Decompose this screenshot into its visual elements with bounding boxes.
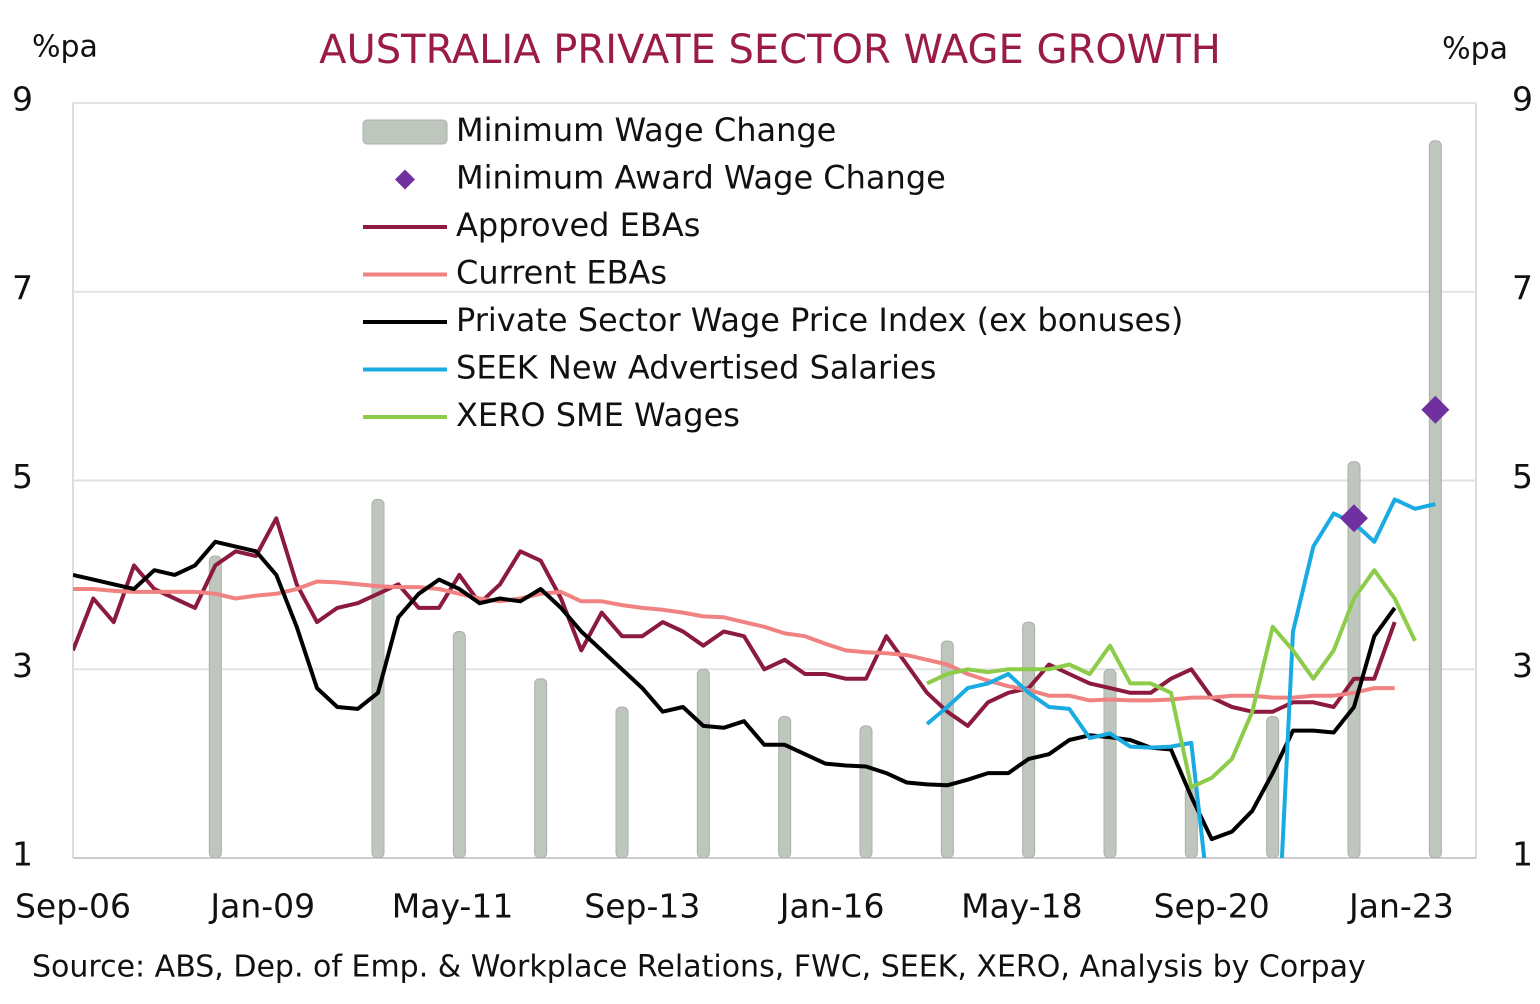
x-tick-label: May-18: [961, 887, 1083, 926]
bar: [1347, 461, 1361, 858]
y2-tick-label: 1: [1512, 835, 1533, 874]
diamond-marker: [1340, 504, 1368, 533]
bar: [1103, 668, 1117, 858]
x-tick-label: Jan-16: [778, 887, 885, 926]
legend-label: Minimum Award Wage Change: [456, 159, 946, 197]
x-tick-label: Sep-06: [15, 887, 131, 926]
bar: [615, 706, 629, 858]
y-tick-label: 1: [12, 835, 33, 874]
bar: [1266, 715, 1280, 858]
y2-axis-label: %pa: [1442, 32, 1508, 67]
legend-label: Minimum Wage Change: [456, 111, 836, 149]
bar: [208, 555, 222, 858]
x-tick-label: Jan-09: [208, 887, 315, 926]
legend-swatch: [362, 119, 448, 145]
bar: [940, 640, 954, 858]
legend-label: Current EBAs: [456, 254, 667, 292]
y-tick-label: 9: [12, 80, 33, 119]
y2-tick-label: 3: [1512, 646, 1533, 685]
y2-tick-label: 7: [1512, 268, 1533, 307]
y2-tick-label: 9: [1512, 80, 1533, 119]
line-series: [73, 579, 1395, 703]
bar: [696, 668, 710, 858]
bar: [371, 498, 385, 858]
x-tick-label: Sep-13: [584, 887, 700, 926]
x-tick-label: May-11: [392, 887, 514, 926]
bar: [859, 725, 873, 858]
x-tick-label: Sep-20: [1154, 887, 1270, 926]
y-tick-label: 5: [12, 457, 33, 496]
y-tick-label: 3: [12, 646, 33, 685]
y-axis-label: %pa: [32, 30, 98, 65]
y2-tick-label: 5: [1512, 457, 1533, 496]
legend-label: SEEK New Advertised Salaries: [456, 349, 936, 387]
bar: [1022, 621, 1036, 858]
bar: [534, 678, 548, 858]
bar: [452, 631, 466, 858]
x-tick-label: Jan-23: [1347, 887, 1454, 926]
diamond-marker: [1421, 395, 1450, 424]
plot-area: [73, 140, 1450, 858]
line-series: [73, 539, 1397, 842]
bar: [1428, 140, 1442, 858]
line-series: [73, 516, 1397, 728]
legend-label: Private Sector Wage Price Index (ex bonu…: [456, 301, 1183, 339]
chart-title: AUSTRALIA PRIVATE SECTOR WAGE GROWTH: [319, 27, 1221, 73]
source-note: Source: ABS, Dep. of Emp. & Workplace Re…: [32, 950, 1366, 985]
line-series: [926, 568, 1417, 790]
y-tick-label: 7: [12, 268, 33, 307]
legend-label: XERO SME Wages: [456, 396, 740, 434]
bar: [778, 715, 792, 858]
legend-label: Approved EBAs: [456, 206, 700, 244]
legend-swatch: [395, 169, 415, 190]
